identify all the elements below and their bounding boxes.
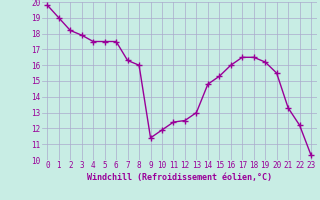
X-axis label: Windchill (Refroidissement éolien,°C): Windchill (Refroidissement éolien,°C) — [87, 173, 272, 182]
